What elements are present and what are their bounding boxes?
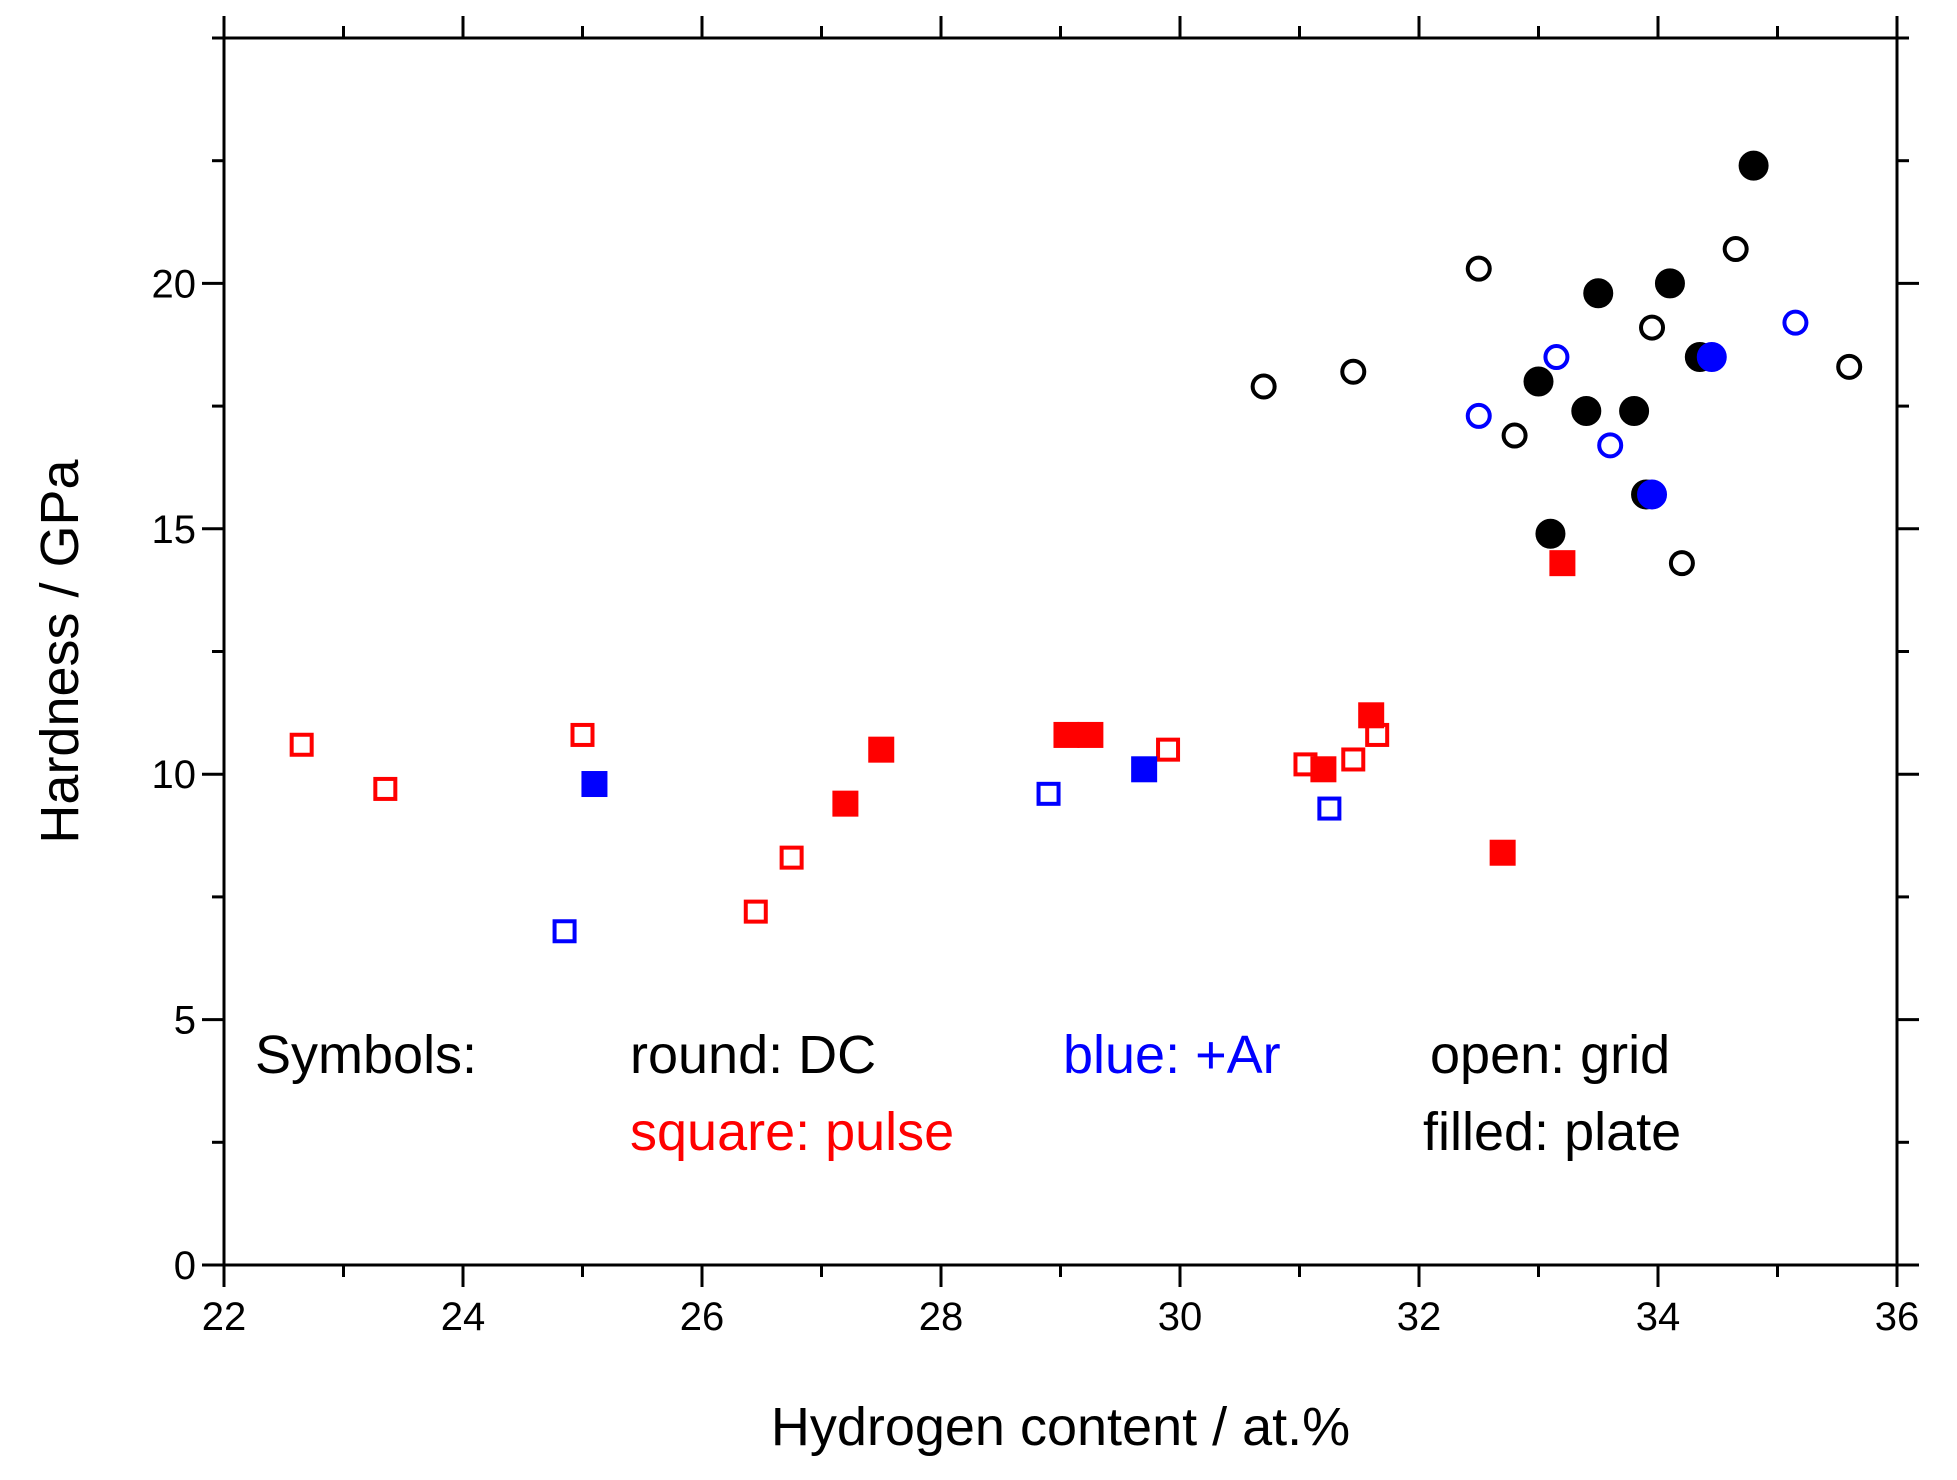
data-point-pulse-plate [832, 790, 859, 817]
data-point-pulse-plate-ar [1131, 756, 1158, 783]
data-point-dc-plate [1523, 366, 1554, 397]
data-point-dc-plate-ar [1696, 342, 1727, 373]
data-point-pulse-grid [779, 845, 804, 870]
symbols-legend: Symbols: round: DC square: pulse blue: +… [255, 1025, 1681, 1162]
legend-round: round: DC [630, 1025, 876, 1085]
x-tick-label: 34 [1636, 1295, 1681, 1339]
x-tick-label: 30 [1158, 1295, 1203, 1339]
x-tick-label: 24 [441, 1295, 486, 1339]
legend-square: square: pulse [630, 1102, 954, 1162]
y-tick-label: 0 [174, 1244, 196, 1288]
data-point-dc-plate [1738, 150, 1769, 181]
y-tick-label: 5 [174, 999, 196, 1043]
y-axis-title: Hardness / GPa [30, 458, 90, 843]
data-point-pulse-grid-ar [1317, 796, 1342, 821]
data-point-dc-grid [1340, 358, 1367, 385]
data-point-pulse-plate [1358, 702, 1385, 729]
axis-tick-labels: 22 24 26 28 30 32 34 36 0 5 10 15 20 [152, 262, 1920, 1339]
y-tick-label: 20 [152, 262, 197, 306]
data-point-dc-plate [1619, 396, 1650, 427]
data-point-pulse-plate [868, 736, 895, 763]
data-points [289, 150, 1863, 944]
data-point-pulse-plate [1489, 839, 1516, 866]
data-point-pulse-grid [1341, 747, 1366, 772]
x-tick-label: 32 [1397, 1295, 1442, 1339]
data-point-pulse-grid [373, 776, 398, 801]
x-tick-label: 22 [202, 1295, 247, 1339]
x-tick-label: 36 [1875, 1295, 1920, 1339]
data-point-dc-grid [1639, 314, 1666, 341]
data-point-dc-grid-ar [1782, 309, 1809, 336]
legend-open: open: grid [1430, 1025, 1670, 1085]
data-point-dc-grid [1836, 353, 1863, 380]
y-tick-label: 10 [152, 753, 197, 797]
data-point-pulse-plate [1077, 721, 1104, 748]
legend-heading: Symbols: [255, 1025, 477, 1085]
data-point-pulse-grid [570, 722, 595, 747]
data-point-pulse-plate-ar [581, 771, 608, 798]
data-point-pulse-grid [1156, 737, 1181, 762]
data-point-pulse-plate [1310, 756, 1337, 783]
legend-blue: blue: +Ar [1063, 1025, 1281, 1085]
data-point-pulse-grid-ar [1036, 781, 1061, 806]
data-point-dc-grid [1501, 422, 1528, 449]
data-point-dc-plate [1535, 518, 1566, 549]
data-point-dc-plate [1583, 278, 1614, 309]
data-point-dc-plate [1571, 396, 1602, 427]
data-point-pulse-grid-ar [552, 919, 577, 944]
data-point-dc-grid-ar [1543, 344, 1570, 371]
data-point-dc-grid [1250, 373, 1277, 400]
data-point-pulse-grid [743, 899, 768, 924]
data-point-dc-grid-ar [1465, 402, 1492, 429]
y-tick-label: 15 [152, 508, 197, 552]
data-point-dc-grid [1722, 236, 1749, 263]
x-tick-label: 28 [919, 1295, 964, 1339]
data-point-pulse-plate [1549, 550, 1576, 577]
axis-ticks [202, 16, 1919, 1287]
data-point-pulse-grid [289, 732, 314, 757]
data-point-dc-grid-ar [1597, 432, 1624, 459]
data-point-dc-grid [1668, 550, 1695, 577]
data-point-dc-plate [1654, 268, 1685, 299]
data-point-dc-plate-ar [1637, 479, 1668, 510]
data-point-dc-grid [1465, 255, 1492, 282]
x-axis-title: Hydrogen content / at.% [771, 1397, 1350, 1457]
data-point-pulse-plate [1053, 721, 1080, 748]
x-tick-label: 26 [680, 1295, 725, 1339]
legend-filled: filled: plate [1423, 1102, 1681, 1162]
